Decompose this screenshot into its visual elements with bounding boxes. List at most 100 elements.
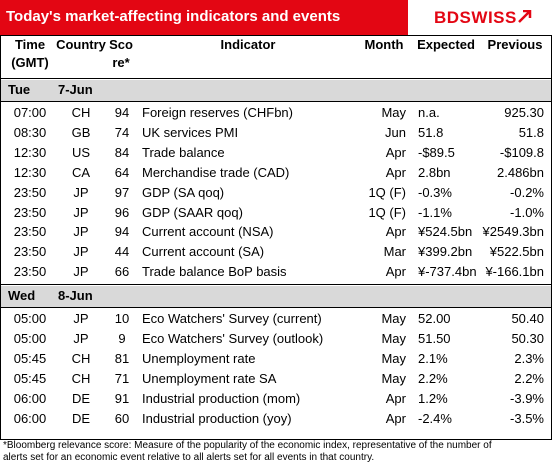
logo: BDSWISS [434, 8, 517, 27]
table-cell: -0.3% [418, 184, 452, 200]
column-header: Country [56, 37, 106, 52]
table-cell: Unemployment rate [142, 350, 256, 366]
table-cell: 50.30 [511, 331, 544, 346]
table-cell: 23:50 [13, 244, 47, 260]
table-cell: GB [71, 124, 91, 140]
table-cell: 05:45 [13, 350, 47, 366]
table-cell: 44 [114, 244, 130, 260]
table-cell: -3.5% [510, 410, 544, 426]
column-header: Expected [417, 37, 475, 52]
logo-arrow [518, 10, 532, 23]
table-cell: 07:00 [13, 105, 47, 120]
table-cell: -$89.5 [418, 144, 455, 160]
section-band [1, 80, 551, 101]
table-cell: Industrial production (mom) [142, 390, 301, 406]
table-cell: 10 [114, 311, 130, 327]
table-cell: 52.00 [418, 311, 451, 327]
table-cell: Apr [385, 224, 406, 240]
column-header: (GMT) [11, 55, 49, 70]
table-cell: DE [71, 410, 91, 426]
table-cell: ¥-737.4bn [418, 264, 477, 280]
table-cell: US [71, 144, 91, 160]
table-cell: Jun [385, 124, 406, 140]
table-cell: GDP (SAAR qoq) [142, 204, 243, 220]
table-cell: Mar [383, 244, 406, 260]
table-cell: 2.1% [418, 350, 448, 366]
table-cell: 51.8 [418, 124, 444, 140]
section-band [1, 286, 551, 308]
title-bar [0, 0, 408, 35]
table-cell: 23:50 [13, 184, 47, 200]
table-cell: DE [71, 390, 91, 406]
table-cell: -2.4% [418, 410, 452, 426]
table-cell: 60 [114, 410, 130, 426]
table-cell: CH [71, 105, 91, 120]
table-cell: 925.30 [504, 105, 544, 120]
table-cell: 23:50 [13, 224, 47, 240]
table-cell: JP [73, 331, 89, 346]
table-cell: 1Q (F) [368, 184, 406, 200]
table-cell: Apr [385, 144, 406, 160]
table-cell: 94 [114, 105, 130, 120]
table-cell: 84 [114, 144, 130, 160]
section-date: 8-Jun [58, 288, 93, 304]
table-cell: 2.2% [418, 370, 448, 386]
table-cell: JP [73, 264, 89, 280]
table-cell: May [381, 105, 406, 120]
table-cell: 05:00 [13, 311, 47, 327]
table-cell: 64 [114, 164, 130, 180]
table-cell: 96 [114, 204, 130, 220]
table-cell: JP [73, 204, 89, 220]
table-cell: JP [73, 311, 89, 327]
table-cell: 2.2% [514, 370, 544, 386]
column-header: Sco [109, 37, 133, 52]
table-cell: ¥524.5bn [418, 224, 473, 240]
header-rule [1, 78, 551, 79]
table-cell: Unemployment rate SA [142, 370, 277, 386]
column-header: Previous [487, 37, 543, 52]
table-cell: May [381, 331, 406, 346]
table-cell: Apr [385, 390, 406, 406]
table-cell: CH [71, 370, 91, 386]
table-cell: 1Q (F) [368, 204, 406, 220]
table-cell: May [381, 350, 406, 366]
table-cell: Foreign reserves (CHFbn) [142, 105, 293, 120]
table-cell: GDP (SA qoq) [142, 184, 225, 200]
table-cell: 74 [114, 124, 130, 140]
section-rule [1, 307, 551, 309]
table-cell: Eco Watchers' Survey (current) [142, 311, 322, 327]
table-cell: 06:00 [13, 390, 47, 406]
footnote: alerts set for an economic event relativ… [3, 452, 375, 463]
table-cell: 91 [114, 390, 130, 406]
table-cell: 12:30 [13, 144, 47, 160]
section-rule [1, 101, 551, 102]
table-cell: 05:45 [13, 370, 47, 386]
table-cell: JP [73, 244, 89, 260]
table-cell: 94 [114, 224, 130, 240]
table-cell: -1.0% [510, 204, 544, 220]
table-cell: Current account (SA) [142, 244, 265, 260]
table-cell: 81 [114, 350, 130, 366]
table-cell: 51.8 [518, 124, 544, 140]
title: Today's market-affecting indicators and … [6, 8, 341, 25]
table-cell: CA [71, 164, 91, 180]
table-cell: Apr [385, 164, 406, 180]
table-cell: May [381, 311, 406, 327]
table-cell: Merchandise trade (CAD) [142, 164, 290, 180]
table-cell: JP [73, 224, 89, 240]
table-cell: JP [73, 184, 89, 200]
column-header: Indicator [220, 37, 276, 52]
table-cell: 2.3% [514, 350, 544, 366]
table-cell: CH [71, 350, 91, 366]
footnote: *Bloomberg relevance score: Measure of t… [3, 440, 492, 451]
table-cell: 2.8bn [418, 164, 451, 180]
section-day: Wed [8, 288, 36, 304]
table-cell: Trade balance BoP basis [142, 264, 287, 280]
table-cell: 71 [114, 370, 130, 386]
table-cell: -$109.8 [499, 144, 544, 160]
table-cell: 9 [118, 331, 126, 346]
table-cell: Industrial production (yoy) [142, 410, 292, 426]
table-cell: 23:50 [13, 204, 47, 220]
table-cell: 06:00 [13, 410, 47, 426]
